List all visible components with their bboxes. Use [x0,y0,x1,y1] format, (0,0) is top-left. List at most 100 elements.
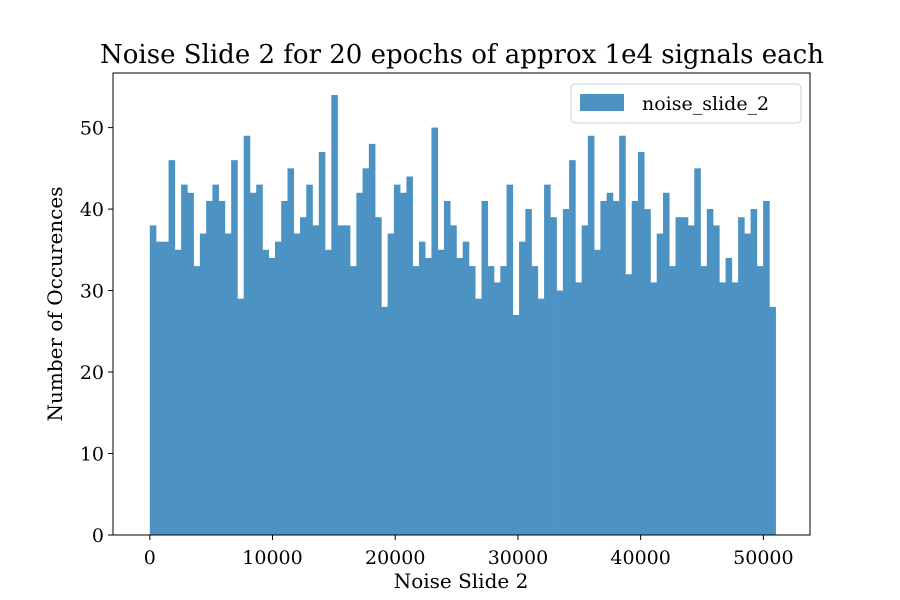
histogram-bar [224,233,232,535]
histogram-bar [199,233,207,535]
histogram-bar [468,266,476,535]
histogram-bar [531,266,539,535]
histogram-bar [274,241,282,536]
histogram-bar [243,135,251,536]
y-tick-label: 20 [80,362,104,384]
histogram-bar [706,209,714,535]
histogram-bar [606,192,614,535]
histogram-bar [206,200,213,535]
histogram-bar [181,184,188,535]
histogram-bar [256,184,263,535]
histogram-bar [612,200,620,535]
histogram-bar [356,192,363,535]
histogram-bar [619,135,626,536]
histogram-bar [688,225,695,535]
histogram-bar [218,200,226,535]
histogram-bar [462,241,470,536]
histogram-bar [631,200,639,535]
histogram-bar [156,241,163,536]
histogram-bar [450,225,457,535]
histogram-bar [644,209,651,535]
histogram-bar [443,200,451,535]
x-tick-label: 20000 [365,547,425,569]
legend-label: noise_slide_2 [642,93,769,115]
x-tick-label: 0 [144,547,156,569]
histogram-bar [494,282,501,535]
histogram-bar [312,225,320,535]
histogram-bar [506,184,514,535]
histogram-bar [500,266,507,535]
histogram-bar [168,160,176,535]
histogram-bar [575,282,582,535]
histogram-bar [437,249,445,535]
histogram-bar [569,160,576,535]
histogram-bar [694,168,701,535]
histogram-bar [769,306,776,535]
histogram-bar [537,298,545,535]
y-tick-label: 30 [80,281,104,303]
histogram-bar [393,184,401,535]
histogram-bar [637,152,645,536]
histogram-bar [600,200,607,535]
histogram-bar [475,298,482,535]
histogram-bar [544,184,551,535]
histogram-bar [763,200,770,535]
histogram-bar [719,282,726,535]
histogram-bar [425,257,432,535]
histogram-bar [700,266,708,535]
histogram-bar [587,135,595,536]
histogram-bar [562,209,570,535]
histogram-bar [750,209,758,535]
legend-frame [570,83,802,124]
histogram-bar [412,266,420,535]
histogram-bar [249,192,257,535]
legend-swatch [580,94,624,111]
y-tick-label: 10 [80,444,104,466]
x-tick-label: 10000 [242,547,302,569]
histogram-bar [187,192,194,535]
histogram-bar [725,257,733,535]
y-tick-label: 50 [80,118,104,140]
histogram-bar [418,241,426,536]
y-tick-label: 40 [80,199,104,221]
x-tick-label: 50000 [733,547,793,569]
y-tick-label: 0 [92,525,104,547]
histogram-bar [375,217,382,535]
histogram-bar [293,233,301,535]
histogram-bar [594,249,601,535]
histogram-bar [281,200,288,535]
plot-frame [112,72,811,536]
histogram-bar [744,233,751,535]
histogram-bar [481,200,489,535]
histogram-bar [431,127,438,535]
histogram-bar [268,257,276,535]
histogram-bar [456,257,464,535]
histogram-bar [343,225,351,535]
histogram-bar [300,217,307,535]
histogram-bar [487,266,495,535]
chart-title: Noise Slide 2 for 20 epochs of approx 1e… [100,40,824,70]
histogram-bar [162,241,169,536]
y-axis-ticks: 0 10 20 30 40 50 [80,118,113,547]
histogram-bar [675,217,683,535]
histogram-bar [174,249,182,535]
histogram-bar [550,217,557,535]
histogram-bar [681,217,689,535]
x-axis-label: Noise Slide 2 [394,569,529,593]
histogram-bar [406,176,413,536]
x-tick-label: 40000 [610,547,670,569]
histogram-bar [713,225,720,535]
histogram-bar [656,233,664,535]
histogram-bar [362,168,370,535]
histogram-bars [149,95,776,536]
histogram-bar [337,225,345,535]
histogram-bar [262,249,270,535]
histogram-bar [350,266,357,535]
histogram-bar [193,266,201,535]
histogram-bar [650,282,658,535]
histogram-bar [581,225,589,535]
histogram-bar [306,184,313,535]
histogram-bar [738,217,745,535]
histogram-bar [237,298,244,535]
